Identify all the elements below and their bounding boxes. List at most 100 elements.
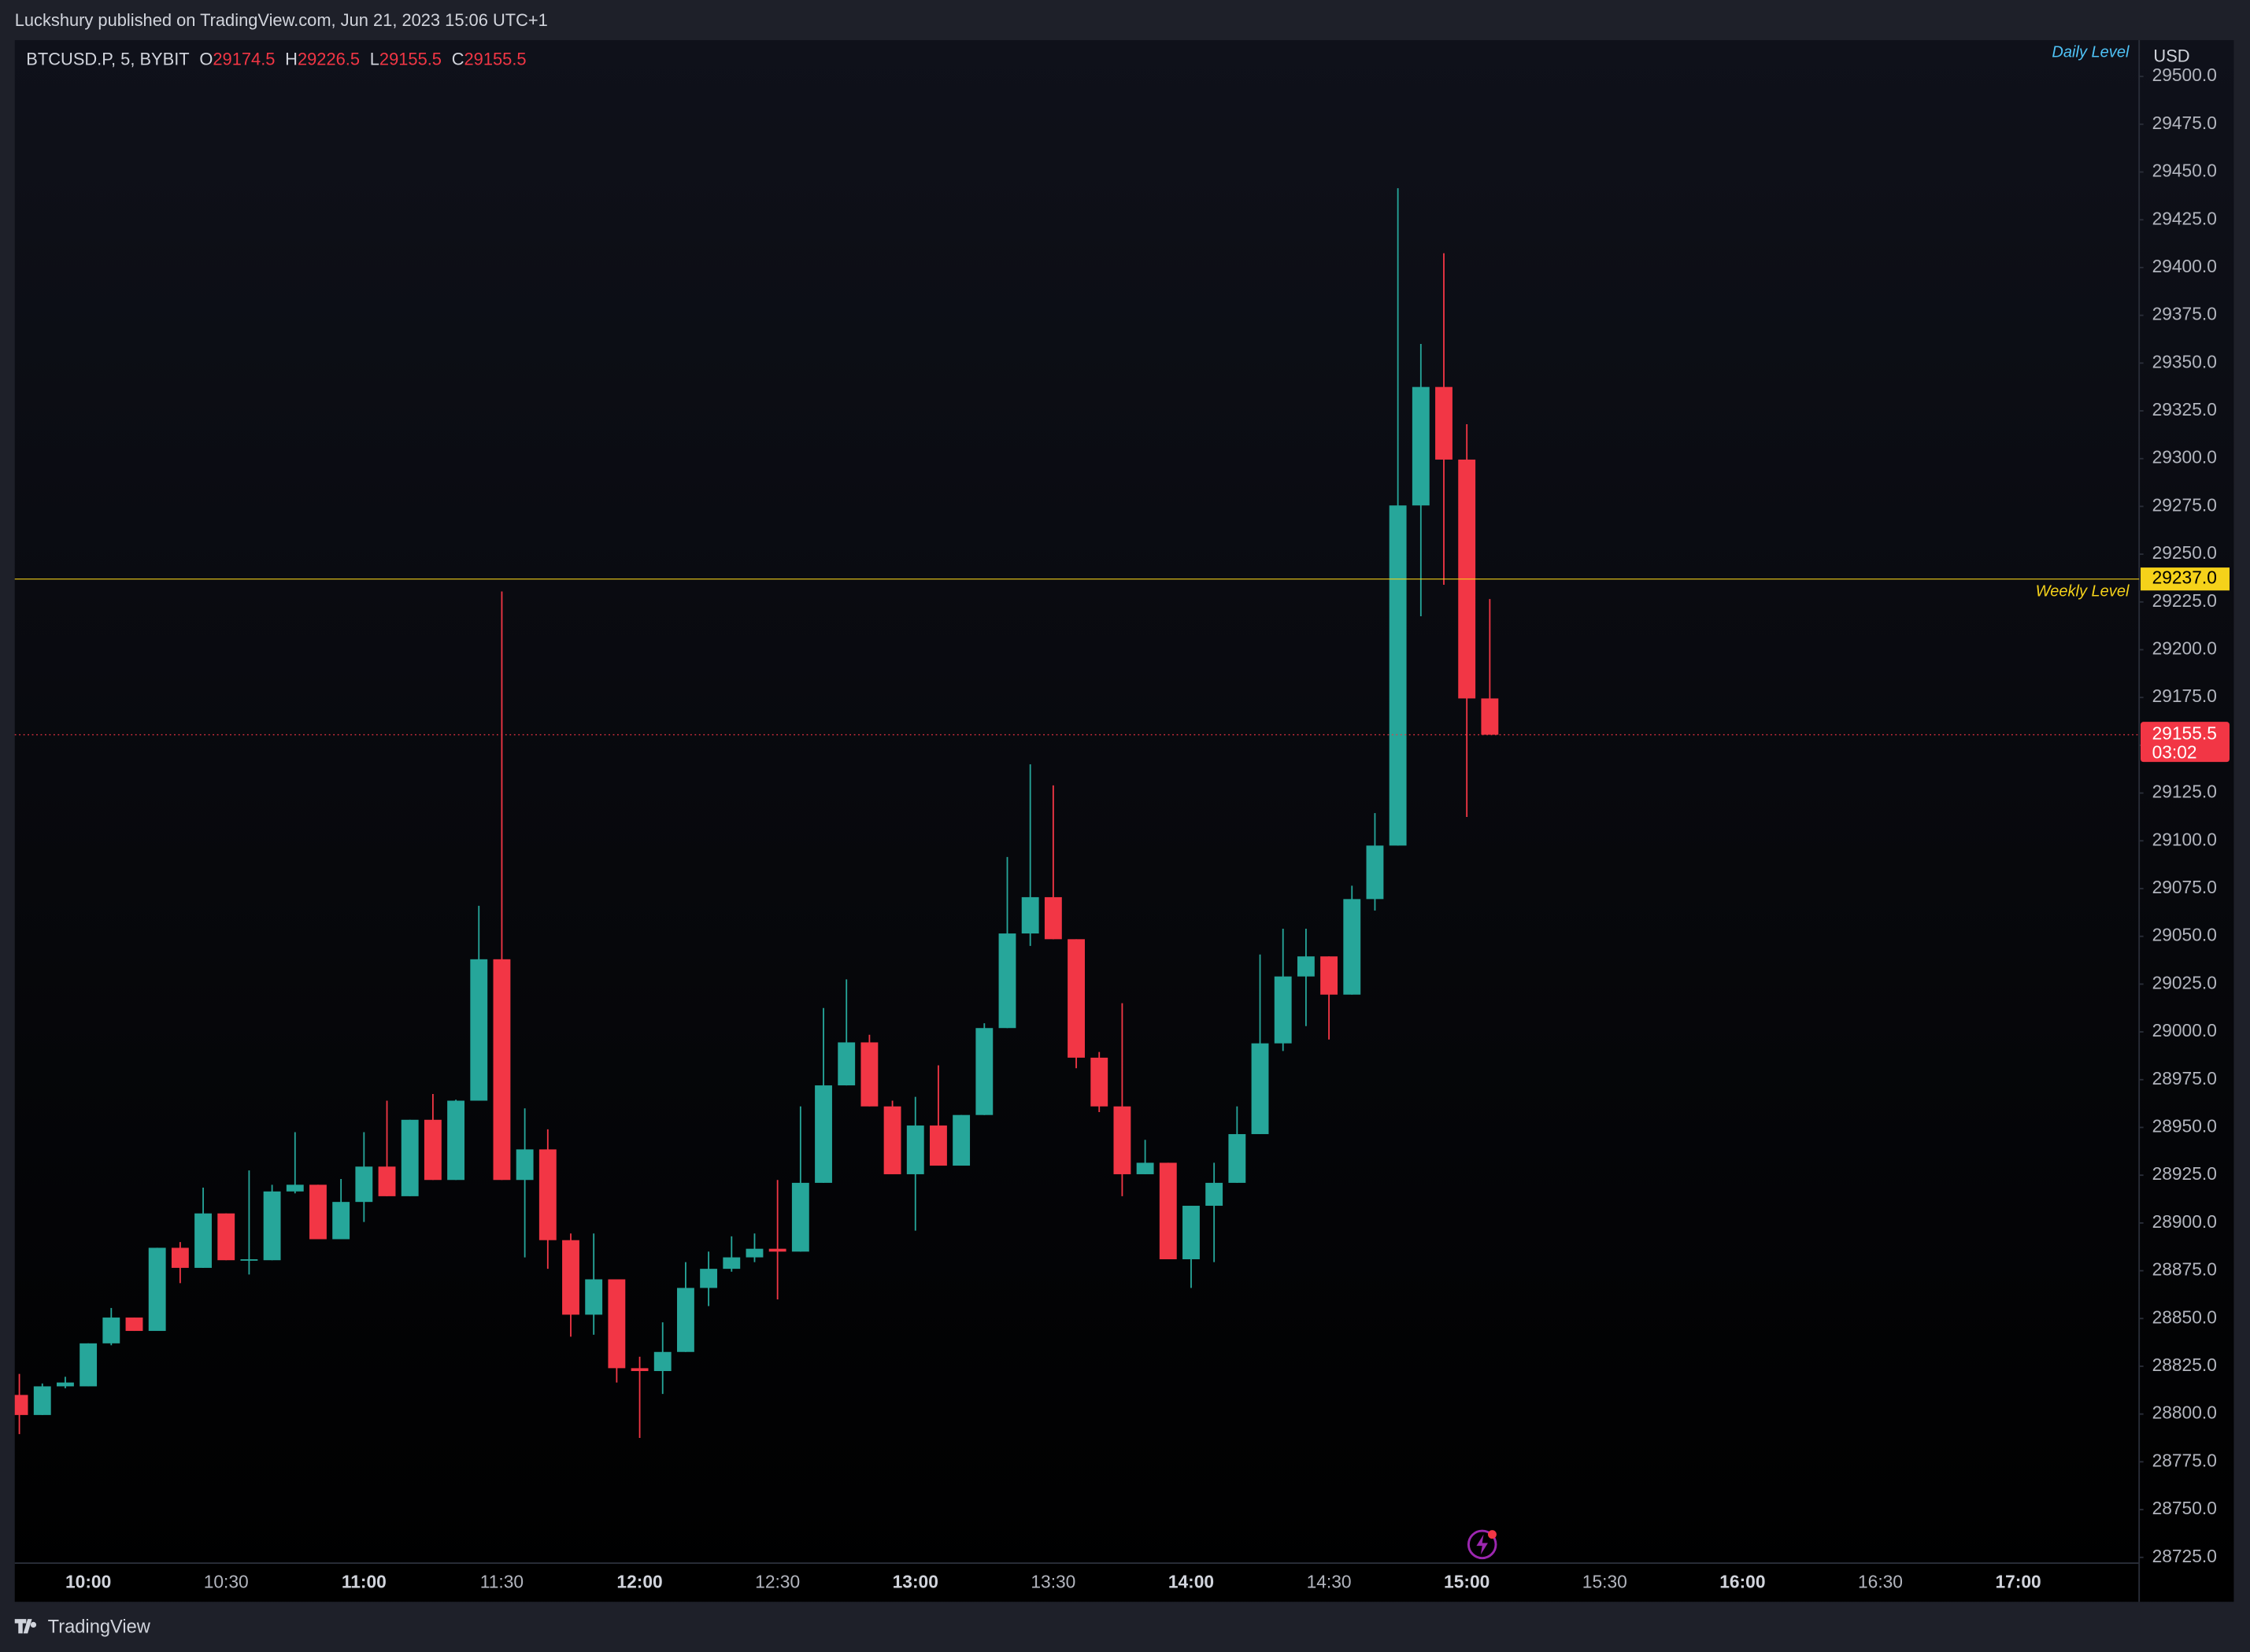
y-tick-label: 29200.0 (2152, 638, 2217, 659)
candle-body (768, 1248, 786, 1252)
candle (33, 1383, 51, 1415)
candle-body (447, 1100, 465, 1181)
y-tick-label: 29400.0 (2152, 256, 2217, 276)
y-tick-label: 29125.0 (2152, 782, 2217, 802)
candle (1297, 928, 1315, 1026)
candle (1182, 1206, 1200, 1288)
candle (608, 1279, 626, 1383)
candle-body (470, 959, 488, 1101)
ohlc-value: 29155.5 (464, 49, 527, 68)
y-tick-label: 29375.0 (2152, 304, 2217, 324)
candle (838, 979, 856, 1086)
candle-body (516, 1149, 534, 1181)
candle (355, 1132, 373, 1222)
y-tick-label: 29175.0 (2152, 686, 2217, 706)
y-tick-label: 29500.0 (2152, 65, 2217, 85)
x-tick-label: 14:00 (1168, 1572, 1214, 1592)
candle-body (676, 1288, 694, 1352)
candle-body (883, 1106, 901, 1174)
candle (286, 1132, 304, 1194)
candle-body (1366, 845, 1384, 900)
candle (746, 1233, 764, 1262)
candle (263, 1184, 281, 1261)
candle (1021, 764, 1039, 946)
candle-body (631, 1368, 649, 1372)
candle-body (217, 1213, 235, 1261)
candle-body (1182, 1206, 1200, 1260)
y-tick-label: 29300.0 (2152, 447, 2217, 468)
level-price-label: 29237.0 (2152, 567, 2217, 588)
candle-body (125, 1318, 143, 1332)
last-price-box (2141, 722, 2230, 763)
candle (240, 1170, 258, 1275)
x-tick-label: 12:30 (755, 1572, 800, 1592)
x-tick-label: 10:30 (204, 1572, 249, 1592)
candle-body (998, 933, 1016, 1029)
candle (1090, 1051, 1108, 1113)
candle (1068, 939, 1085, 1069)
candle-body (653, 1351, 672, 1372)
candle (631, 1356, 649, 1439)
candle (1205, 1162, 1223, 1262)
candle-body (194, 1213, 212, 1268)
candle-body (608, 1279, 626, 1369)
y-tick-label: 29475.0 (2152, 113, 2217, 133)
candle-body (309, 1184, 327, 1240)
candle (1274, 928, 1292, 1051)
x-tick-label: 14:30 (1307, 1572, 1352, 1592)
candle-body (838, 1042, 856, 1086)
candle-body (1389, 505, 1407, 846)
candle (906, 1096, 924, 1231)
candle (424, 1093, 442, 1181)
ohlc-value: 29155.5 (379, 49, 442, 68)
x-tick-label: 16:00 (1719, 1572, 1765, 1592)
x-tick-label: 13:00 (893, 1572, 938, 1592)
candle-body (1435, 386, 1453, 460)
candle (1159, 1162, 1177, 1260)
candle-body (815, 1085, 832, 1183)
ohlc-key: C (452, 49, 464, 68)
x-tick-label: 13:30 (1031, 1572, 1075, 1592)
y-tick-label: 28725.0 (2152, 1546, 2217, 1566)
candle-body (378, 1166, 396, 1196)
x-tick-label: 16:30 (1858, 1572, 1903, 1592)
y-tick-label: 28925.0 (2152, 1163, 2217, 1184)
candle (148, 1247, 166, 1332)
candle (585, 1233, 603, 1335)
candle (1044, 785, 1062, 940)
candle-body (700, 1269, 718, 1288)
candle-body (1481, 698, 1499, 735)
chart-area (14, 40, 2234, 1602)
candle (723, 1236, 741, 1272)
y-tick-label: 29250.0 (2152, 542, 2217, 563)
candle (538, 1129, 557, 1269)
footer-brand: TradingView (48, 1617, 151, 1637)
candle-body (860, 1042, 879, 1107)
candle-body (538, 1149, 557, 1240)
currency: USD (2153, 46, 2189, 66)
candle-body (102, 1318, 120, 1343)
candle-body (148, 1247, 166, 1332)
ohlc-key: H (285, 49, 298, 68)
candle-body (1320, 956, 1338, 995)
level-name: Weekly Level (2036, 582, 2130, 600)
x-tick-label: 11:00 (342, 1572, 387, 1592)
x-tick-label: 11:30 (480, 1572, 524, 1592)
candle (700, 1251, 718, 1306)
candle (125, 1318, 143, 1332)
candle-body (1068, 939, 1085, 1058)
plot (14, 188, 1499, 1439)
candle (883, 1100, 901, 1174)
candle-body (80, 1343, 98, 1387)
level-price-box (2141, 567, 2230, 591)
candle-body (975, 1028, 994, 1115)
candle-body (791, 1182, 809, 1252)
candle (332, 1179, 350, 1240)
candle (171, 1242, 189, 1284)
candle (447, 1099, 465, 1181)
candle-body (1412, 386, 1430, 506)
candle-body (1343, 899, 1361, 995)
candle-body (286, 1184, 304, 1192)
candle-body (1228, 1133, 1246, 1183)
candle-body (57, 1382, 74, 1387)
